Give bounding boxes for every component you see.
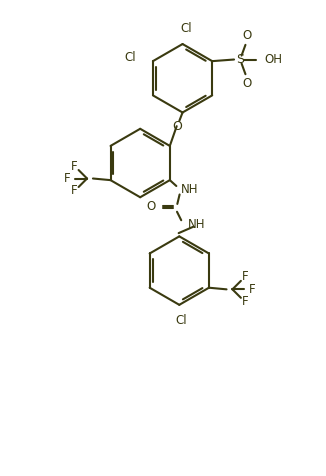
Text: Cl: Cl bbox=[124, 51, 136, 64]
Text: OH: OH bbox=[265, 53, 283, 66]
Text: S: S bbox=[236, 53, 244, 66]
Text: F: F bbox=[242, 270, 248, 283]
Text: O: O bbox=[243, 78, 252, 90]
Text: O: O bbox=[243, 29, 252, 41]
Text: F: F bbox=[242, 295, 248, 308]
Text: O: O bbox=[146, 200, 155, 213]
Text: Cl: Cl bbox=[180, 22, 192, 35]
Text: NH: NH bbox=[188, 218, 205, 231]
Text: F: F bbox=[71, 184, 78, 198]
Text: O: O bbox=[172, 119, 182, 133]
Text: F: F bbox=[64, 172, 70, 185]
Text: F: F bbox=[71, 159, 78, 173]
Text: NH: NH bbox=[181, 183, 199, 197]
Text: Cl: Cl bbox=[175, 314, 187, 327]
Text: F: F bbox=[249, 283, 256, 296]
